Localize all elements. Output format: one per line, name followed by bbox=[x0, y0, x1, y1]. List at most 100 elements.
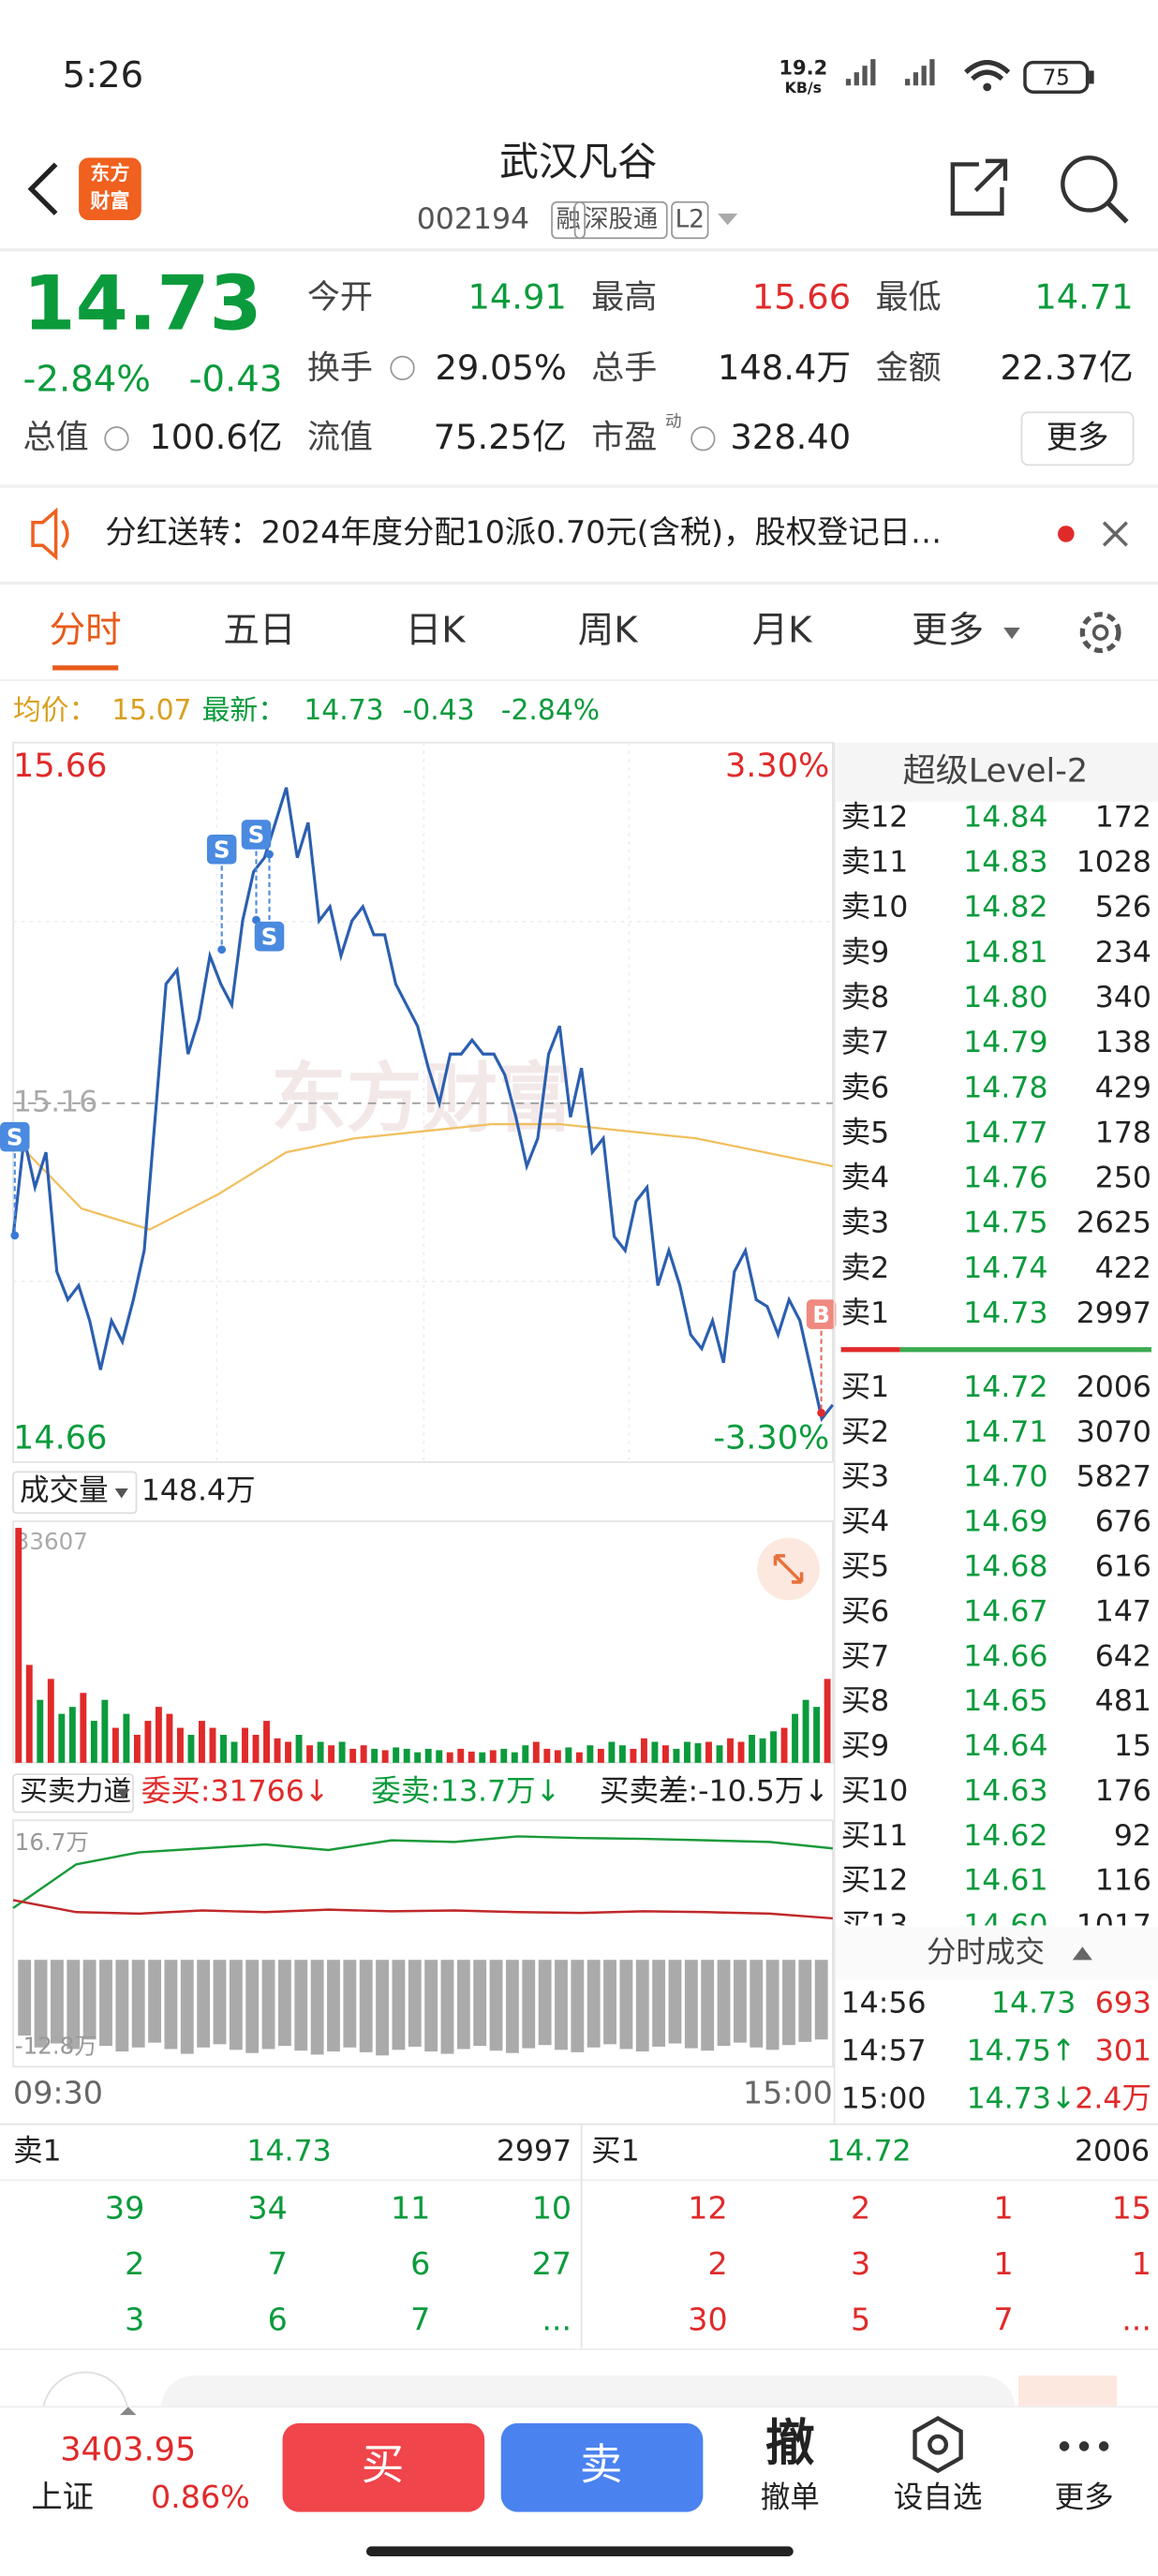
volume-frame bbox=[12, 1520, 834, 1764]
tab[interactable]: 月K bbox=[752, 610, 814, 652]
level-volume: 340 bbox=[1095, 981, 1151, 1014]
buy-button-text[interactable]: 买 bbox=[362, 2440, 405, 2490]
level-volume: 422 bbox=[1095, 1251, 1151, 1285]
volume-bar bbox=[575, 1752, 583, 1763]
power-bar bbox=[245, 1960, 260, 2053]
power-bar bbox=[456, 1960, 470, 2050]
volume-bar bbox=[25, 1665, 33, 1763]
trades-title[interactable]: 分时成交 bbox=[927, 1935, 1045, 1969]
tab[interactable]: 更多 bbox=[912, 610, 984, 652]
tab[interactable]: 分时 bbox=[50, 610, 122, 652]
volume-bar bbox=[274, 1738, 281, 1763]
signal-bar bbox=[905, 79, 911, 86]
queue-order: 7 bbox=[994, 2302, 1014, 2338]
tab[interactable]: 五日 bbox=[223, 610, 295, 652]
trade-marker bbox=[0, 1121, 30, 1152]
volume-bar bbox=[338, 1741, 346, 1763]
stat-value: 15.66 bbox=[752, 277, 851, 318]
level-price: 14.75 bbox=[963, 1207, 1047, 1240]
sell-button[interactable] bbox=[500, 2422, 704, 2512]
volume-bar bbox=[489, 1750, 497, 1763]
level-label: 买1 bbox=[841, 1370, 890, 1404]
logo-text: 东方 bbox=[90, 161, 129, 185]
dropdown-icon bbox=[718, 213, 738, 226]
notice-text[interactable]: 分红送转：2024年度分配10派0.70元(含税)，股权登记日… bbox=[105, 513, 942, 550]
power-title[interactable]: 买卖力道 bbox=[20, 1775, 131, 1808]
power-bar bbox=[131, 1960, 145, 2048]
volume-bar bbox=[468, 1751, 475, 1763]
level-label: 买13 bbox=[841, 1909, 909, 1943]
level-price: 14.81 bbox=[963, 936, 1047, 970]
cancel-label[interactable]: 撤单 bbox=[761, 2481, 820, 2515]
more-button[interactable] bbox=[1020, 411, 1135, 466]
level-label: 卖12 bbox=[841, 800, 909, 834]
watchlist-dot bbox=[928, 2434, 949, 2455]
level-volume: 642 bbox=[1095, 1639, 1151, 1673]
volume-bar bbox=[306, 1745, 314, 1763]
spread-bar-red bbox=[840, 1347, 900, 1353]
power-line bbox=[12, 1899, 833, 1920]
volume-bar bbox=[403, 1748, 410, 1763]
level-label: 卖3 bbox=[841, 1207, 890, 1240]
stat-label: 最低 bbox=[875, 278, 941, 317]
cancel-icon[interactable]: 撤 bbox=[765, 2415, 815, 2472]
volume-bar bbox=[586, 1745, 594, 1763]
power-bar bbox=[750, 1960, 764, 2048]
level-volume: 616 bbox=[1095, 1549, 1151, 1583]
queue-order: 10 bbox=[532, 2189, 572, 2226]
trade-marker-text: S bbox=[248, 822, 265, 849]
queue-price: 14.72 bbox=[826, 2135, 911, 2169]
power-bar bbox=[586, 1960, 601, 2048]
last-price: 14.73 bbox=[23, 260, 262, 348]
volume-bar bbox=[543, 1748, 551, 1763]
power-bar bbox=[392, 1960, 406, 2050]
power-bar bbox=[701, 1960, 715, 2051]
level-volume: 250 bbox=[1095, 1162, 1151, 1195]
power-tick-label: -12.8万 bbox=[15, 2032, 97, 2059]
level-price: 14.78 bbox=[963, 1071, 1047, 1104]
level-price: 14.73 bbox=[963, 1296, 1047, 1330]
buy-button[interactable] bbox=[282, 2422, 485, 2512]
tab[interactable]: 周K bbox=[578, 610, 640, 652]
search-button[interactable] bbox=[1061, 155, 1118, 213]
net-speed: 19.2 bbox=[779, 56, 827, 80]
more-label[interactable]: 更多 bbox=[1055, 2481, 1114, 2515]
watchlist-label[interactable]: 设自选 bbox=[894, 2481, 983, 2515]
power-bar bbox=[814, 1960, 828, 2040]
stat-label: 总值 bbox=[23, 418, 89, 456]
volume-bar bbox=[187, 1735, 195, 1763]
volume-bar bbox=[133, 1735, 141, 1763]
stat-label: 今开 bbox=[307, 278, 373, 317]
volume-bar bbox=[37, 1699, 44, 1763]
power-selector[interactable] bbox=[12, 1773, 134, 1814]
level-volume: 15 bbox=[1114, 1729, 1151, 1763]
expand-icon bbox=[773, 1554, 804, 1584]
settings-button[interactable] bbox=[1079, 612, 1121, 654]
back-button[interactable] bbox=[27, 162, 58, 215]
queue-label: 买1 bbox=[591, 2135, 640, 2169]
home-indicator bbox=[365, 2546, 794, 2556]
level-volume: 676 bbox=[1095, 1505, 1151, 1539]
trade-time: 15:00 bbox=[841, 2081, 927, 2115]
trade-point bbox=[10, 1231, 20, 1240]
volume-bar bbox=[317, 1741, 324, 1763]
trade-price: 14.75↑ bbox=[967, 2035, 1076, 2068]
level2-book: 卖12 14.84 172 卖11 14.83 1028 卖10 14.82 526 卖9 14.8… bbox=[841, 800, 1151, 1943]
level-volume: 5827 bbox=[1076, 1460, 1151, 1494]
volume-bar bbox=[80, 1693, 87, 1763]
watchlist-icon[interactable] bbox=[913, 2416, 963, 2474]
power-bar bbox=[164, 1960, 178, 2050]
share-button[interactable] bbox=[950, 158, 1008, 216]
sell-button-text[interactable]: 卖 bbox=[580, 2440, 623, 2490]
level-price: 14.83 bbox=[963, 846, 1047, 880]
more-button-text[interactable]: 更多 bbox=[1047, 419, 1109, 455]
volume-bar bbox=[705, 1741, 712, 1763]
last-label: 最新： bbox=[202, 694, 286, 727]
volume-bar bbox=[58, 1713, 66, 1763]
level-volume: 429 bbox=[1095, 1071, 1151, 1104]
volume-title[interactable]: 成交量 bbox=[20, 1473, 109, 1507]
tab[interactable]: 日K bbox=[406, 610, 468, 652]
queue-order: 1 bbox=[994, 2189, 1014, 2226]
volume-selector[interactable] bbox=[12, 1471, 138, 1515]
power-bar bbox=[619, 1960, 633, 2050]
